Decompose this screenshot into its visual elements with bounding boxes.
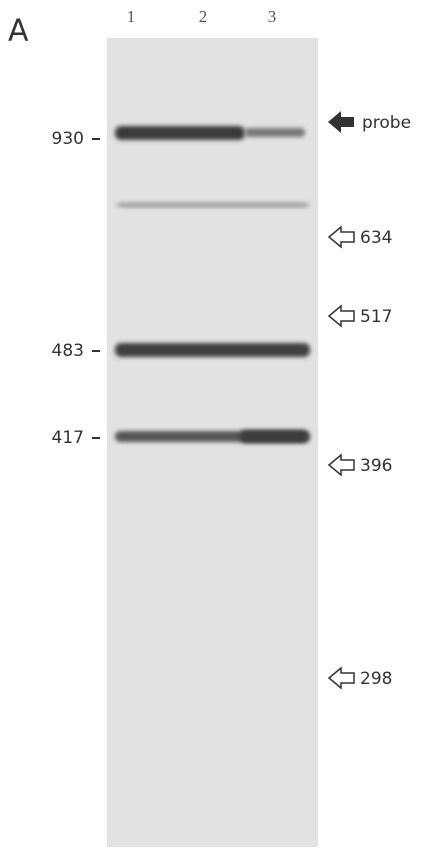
size-marker: 483 [52, 341, 84, 361]
lane-label: 1 [127, 7, 136, 26]
arrow-label: 298 [360, 669, 392, 689]
size-marker: 930 [52, 129, 84, 149]
open-arrow [327, 666, 355, 690]
lane-label: 2 [199, 7, 208, 26]
size-marker: 417 [52, 428, 84, 448]
arrow-label: 517 [360, 307, 392, 327]
open-arrow [327, 304, 355, 328]
filled-arrow [328, 111, 354, 133]
open-arrow [327, 225, 355, 249]
gel [107, 38, 318, 847]
panel-label: A [8, 14, 29, 49]
arrow-label: 396 [360, 456, 392, 476]
lane-label: 3 [268, 7, 277, 26]
arrow-label: 634 [360, 228, 392, 248]
open-arrow [327, 453, 355, 477]
arrow-label: probe [362, 113, 411, 133]
